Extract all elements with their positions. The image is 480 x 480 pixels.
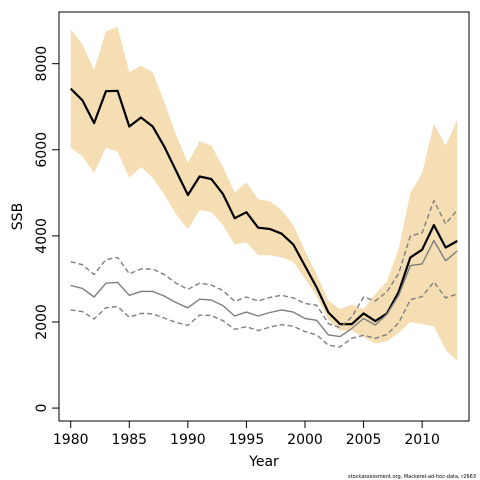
x-tick-label: 1985 [111, 432, 147, 448]
confidence-bands [70, 27, 458, 361]
y-tick-label: 6000 [34, 132, 50, 168]
comparison-bound-line [70, 199, 458, 329]
y-tick-label: 4000 [34, 218, 50, 254]
x-axis-title: Year [248, 454, 279, 470]
y-axis-title: SSB [10, 203, 26, 230]
confidence-band [70, 27, 458, 361]
comparison-bound-line [70, 281, 458, 348]
x-tick-label: 1995 [229, 432, 265, 448]
y-axis: 0 2000 4000 6000 8000 [34, 46, 60, 413]
x-tick-label: 2005 [346, 432, 382, 448]
x-tick-label: 2000 [287, 432, 323, 448]
footnote: stockassessment.org, Mackerel-ad-hoc-dat… [348, 474, 476, 480]
y-tick-label: 0 [34, 404, 50, 413]
comparison-estimate-line [70, 239, 458, 338]
series-lines [69, 87, 458, 348]
x-axis: 1980 1985 1990 1995 2000 2005 2010 [53, 420, 440, 448]
x-tick-label: 1980 [53, 432, 89, 448]
x-tick-label: 2010 [404, 432, 440, 448]
ssb-estimate-line [69, 87, 458, 326]
y-tick-label: 8000 [34, 46, 50, 82]
y-tick-label: 2000 [34, 304, 50, 340]
x-tick-label: 1990 [170, 432, 206, 448]
